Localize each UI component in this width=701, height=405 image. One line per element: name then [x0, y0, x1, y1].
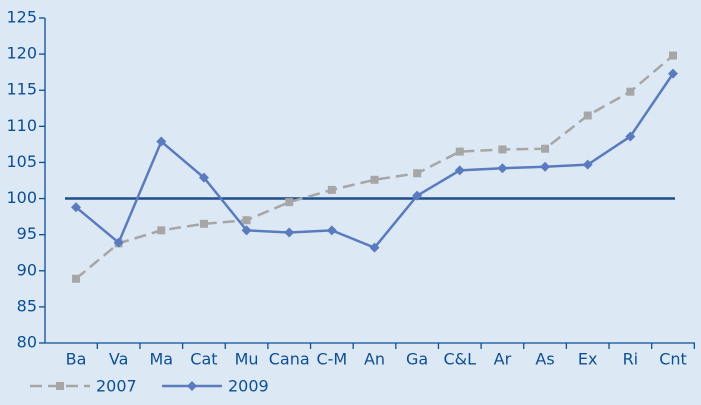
- x-tick-label: Ba: [66, 350, 87, 369]
- x-tick-label: Ma: [149, 350, 173, 369]
- marker: [284, 227, 295, 238]
- x-tick-label: Cana: [269, 350, 310, 369]
- marker: [626, 87, 635, 96]
- x-tick-label: Ar: [494, 350, 512, 369]
- marker: [327, 185, 336, 194]
- legend-label: 2009: [228, 377, 269, 396]
- marker: [454, 165, 465, 176]
- marker: [113, 237, 124, 248]
- marker: [199, 219, 208, 228]
- y-tick-label: 125: [6, 8, 37, 27]
- y-tick-label: 120: [6, 44, 37, 63]
- marker: [156, 136, 167, 147]
- x-tick-label: C-M: [316, 350, 347, 369]
- marker: [242, 216, 251, 225]
- marker: [582, 159, 593, 170]
- y-tick-label: 85: [17, 296, 37, 315]
- x-tick-label: Cnt: [659, 350, 687, 369]
- marker: [541, 144, 550, 153]
- y-tick-label: 105: [6, 152, 37, 171]
- marker: [198, 172, 209, 183]
- series-line: [75, 54, 674, 280]
- x-tick-label: Ga: [406, 350, 428, 369]
- marker: [326, 225, 337, 236]
- marker: [669, 51, 677, 60]
- marker: [497, 163, 508, 174]
- marker: [71, 202, 81, 213]
- marker: [369, 242, 380, 253]
- marker: [412, 190, 423, 201]
- y-tick-label: 95: [17, 224, 37, 243]
- series-line: [75, 72, 675, 250]
- x-tick-label: Ex: [578, 350, 598, 369]
- x-tick-label: Cat: [190, 350, 217, 369]
- marker: [72, 274, 80, 283]
- y-tick-label: 110: [6, 116, 37, 135]
- marker: [157, 226, 166, 235]
- y-tick-label: 100: [6, 188, 37, 207]
- y-tick-label: 80: [17, 333, 37, 352]
- marker: [583, 111, 592, 120]
- marker: [413, 169, 422, 178]
- x-tick-label: Va: [109, 350, 129, 369]
- marker: [498, 145, 507, 154]
- marker: [241, 225, 252, 236]
- x-tick-label: An: [364, 350, 385, 369]
- marker: [285, 198, 294, 207]
- y-tick-label: 90: [17, 260, 37, 279]
- legend-label: 2007: [96, 377, 137, 396]
- marker: [625, 131, 636, 142]
- marker: [668, 68, 678, 79]
- x-tick-label: C&L: [444, 350, 477, 369]
- marker: [540, 161, 551, 172]
- marker: [455, 147, 464, 156]
- x-tick-label: As: [535, 350, 554, 369]
- marker: [370, 175, 379, 184]
- legend-marker: [187, 381, 197, 391]
- y-tick-label: 115: [6, 80, 37, 99]
- legend-marker: [56, 382, 64, 390]
- x-tick-label: Mu: [235, 350, 259, 369]
- x-tick-label: Ri: [623, 350, 639, 369]
